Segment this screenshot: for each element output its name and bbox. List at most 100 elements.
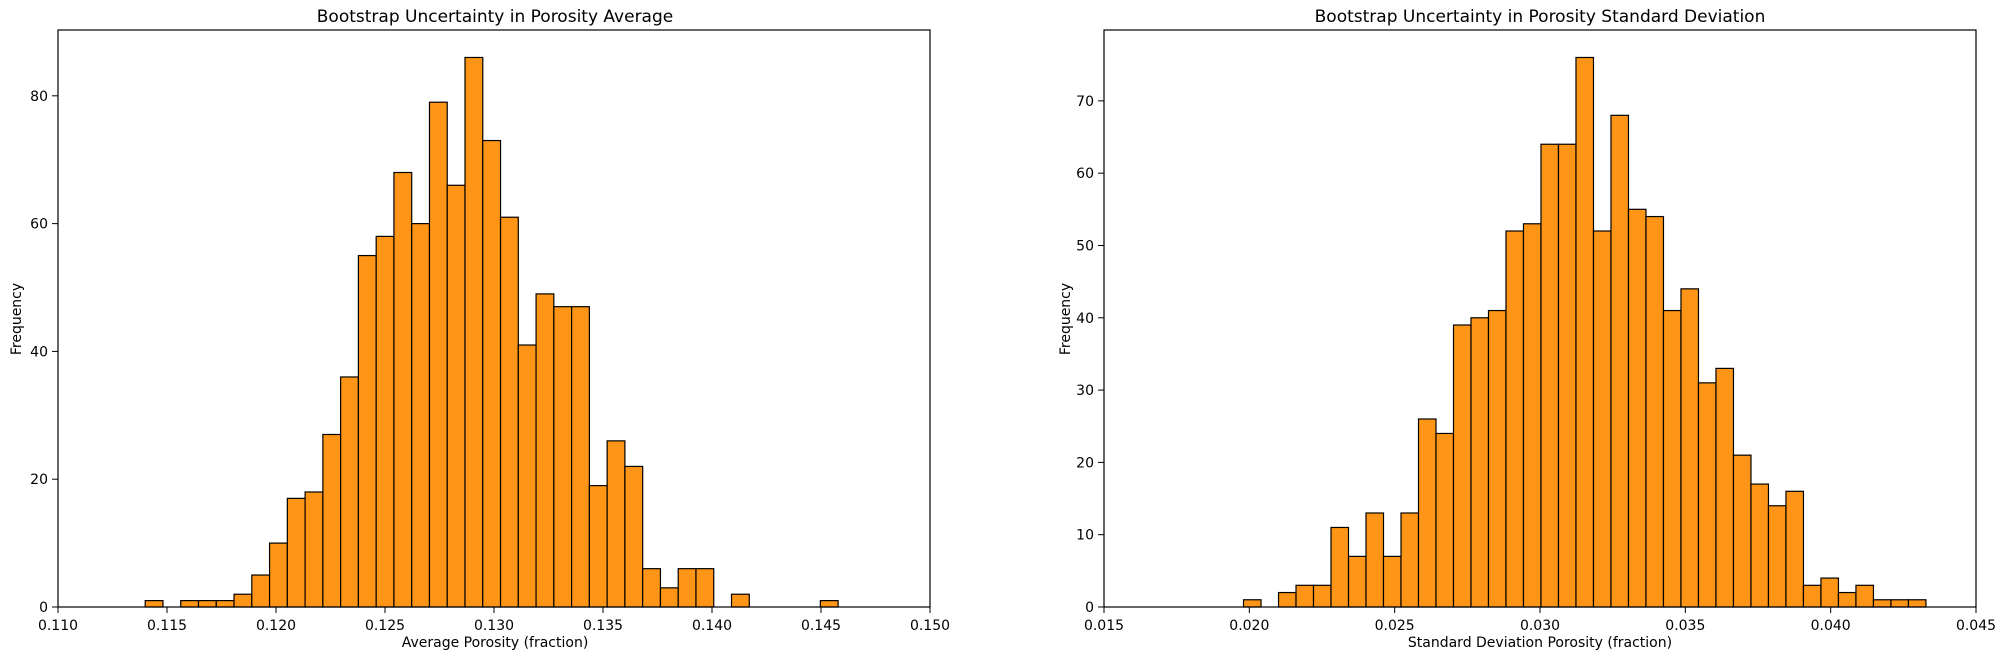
histogram-bar [482, 139, 502, 608]
x-axis-ticks: 0.015 0.020 0.025 0.030 0.035 0.040 0.045 [1084, 607, 1996, 634]
histogram-bar [1907, 599, 1927, 608]
histogram-bar [1715, 367, 1735, 608]
histogram-bar [535, 293, 555, 608]
x-axis-ticks: 0.110 0.115 0.120 0.125 0.130 0.135 0.140 0.145… [38, 607, 950, 634]
histogram-bar [1610, 114, 1630, 608]
histogram-bar [642, 568, 662, 608]
histogram-bar [606, 440, 626, 608]
histogram-bar [1855, 584, 1875, 608]
y-tick-label: 40 [30, 344, 48, 360]
x-tick-label: 0.030 [1520, 618, 1560, 634]
histogram-bar [1785, 490, 1805, 608]
x-tick-label: 0.025 [1375, 618, 1415, 634]
y-tick-label: 60 [30, 217, 48, 233]
histogram-bar [464, 56, 484, 608]
histogram-bar [730, 593, 750, 608]
histogram-bar [1277, 591, 1297, 608]
histogram-bar [1487, 309, 1507, 608]
histogram-bar [1645, 215, 1665, 608]
x-tick-label: 0.020 [1229, 618, 1269, 634]
histogram-bar [499, 216, 519, 608]
histogram-bar [695, 568, 715, 608]
histogram-bar [197, 600, 217, 608]
histogram-bar [659, 587, 679, 608]
histogram-bar [1872, 599, 1892, 608]
histogram-bar [393, 171, 413, 608]
histogram-bar [1312, 584, 1332, 608]
y-axis-label: Frequency [1058, 283, 1074, 355]
histogram-bar [1242, 599, 1262, 608]
histogram-bars [144, 56, 839, 608]
histogram-bar [446, 184, 466, 608]
histogram-bar [571, 306, 590, 608]
histogram-bar [1767, 505, 1787, 608]
chart-std-porosity: Bootstrap Uncertainty in Porosity Standa… [1058, 7, 1996, 651]
histogram-bar [1680, 288, 1700, 608]
histogram-bar [1750, 483, 1770, 608]
histogram-bar [1365, 512, 1385, 608]
y-tick-label: 40 [1076, 311, 1094, 327]
y-axis-ticks: 0 10 20 30 40 50 60 70 [1076, 94, 1104, 616]
histogram-bar [588, 484, 608, 608]
x-tick-label: 0.130 [474, 618, 514, 634]
histogram-bar [1295, 584, 1315, 608]
histogram-bar [624, 465, 644, 608]
histogram-bar [180, 600, 200, 608]
x-tick-label: 0.125 [365, 618, 405, 634]
histogram-bar [304, 491, 324, 608]
histogram-bar [322, 433, 342, 608]
chart-average-porosity: Bootstrap Uncertainty in Porosity Averag… [9, 7, 950, 651]
histogram-bar [375, 235, 395, 608]
histogram-bar [1540, 143, 1560, 608]
histogram-bar [1330, 526, 1350, 608]
histogram-bar [1890, 599, 1910, 608]
y-tick-label: 80 [30, 89, 48, 105]
y-tick-label: 20 [30, 472, 48, 488]
x-tick-label: 0.045 [1956, 618, 1996, 634]
plot-frame [57, 29, 931, 608]
histogram-bars [1242, 56, 1927, 608]
histogram-bar [1522, 223, 1542, 608]
x-tick-label: 0.145 [801, 618, 841, 634]
x-tick-label: 0.140 [692, 618, 732, 634]
histogram-bar [233, 593, 253, 608]
histogram-bar [1820, 577, 1840, 608]
histogram-bar [517, 344, 537, 608]
histogram-bar [1802, 584, 1822, 608]
histogram-bar [553, 306, 573, 608]
histogram-bar [1697, 382, 1717, 608]
y-tick-label: 30 [1076, 383, 1094, 399]
histogram-bar [357, 254, 377, 608]
histogram-bar [215, 600, 235, 608]
histogram-bar [819, 600, 839, 608]
histogram-bar [268, 542, 288, 608]
x-axis-label: Standard Deviation Porosity (fraction) [1408, 635, 1672, 651]
histogram-bar [1837, 591, 1857, 608]
histogram-bar [428, 101, 448, 608]
y-tick-label: 70 [1076, 94, 1094, 110]
plot-frame [1103, 29, 1977, 608]
histogram-bar [1557, 143, 1577, 608]
x-tick-label: 0.040 [1811, 618, 1851, 634]
x-tick-label: 0.120 [256, 618, 296, 634]
histogram-bar [251, 574, 271, 608]
histogram-bar [1382, 555, 1402, 608]
histogram-bar [411, 223, 431, 608]
x-tick-label: 0.115 [147, 618, 187, 634]
histogram-bar [144, 600, 164, 608]
histogram-bar [677, 568, 697, 608]
y-tick-label: 0 [39, 600, 48, 616]
histogram-bar [1662, 309, 1682, 608]
chart-title: Bootstrap Uncertainty in Porosity Standa… [1315, 7, 1766, 27]
x-tick-label: 0.035 [1665, 618, 1705, 634]
y-tick-label: 60 [1076, 166, 1094, 182]
y-tick-label: 20 [1076, 455, 1094, 471]
x-tick-label: 0.135 [583, 618, 623, 634]
histogram-bar [286, 497, 306, 608]
histogram-bar [1435, 432, 1455, 608]
histogram-bar [1347, 555, 1367, 608]
histogram-bar [1452, 324, 1472, 608]
y-axis-label: Frequency [9, 283, 25, 355]
chart-title: Bootstrap Uncertainty in Porosity Averag… [317, 7, 673, 27]
